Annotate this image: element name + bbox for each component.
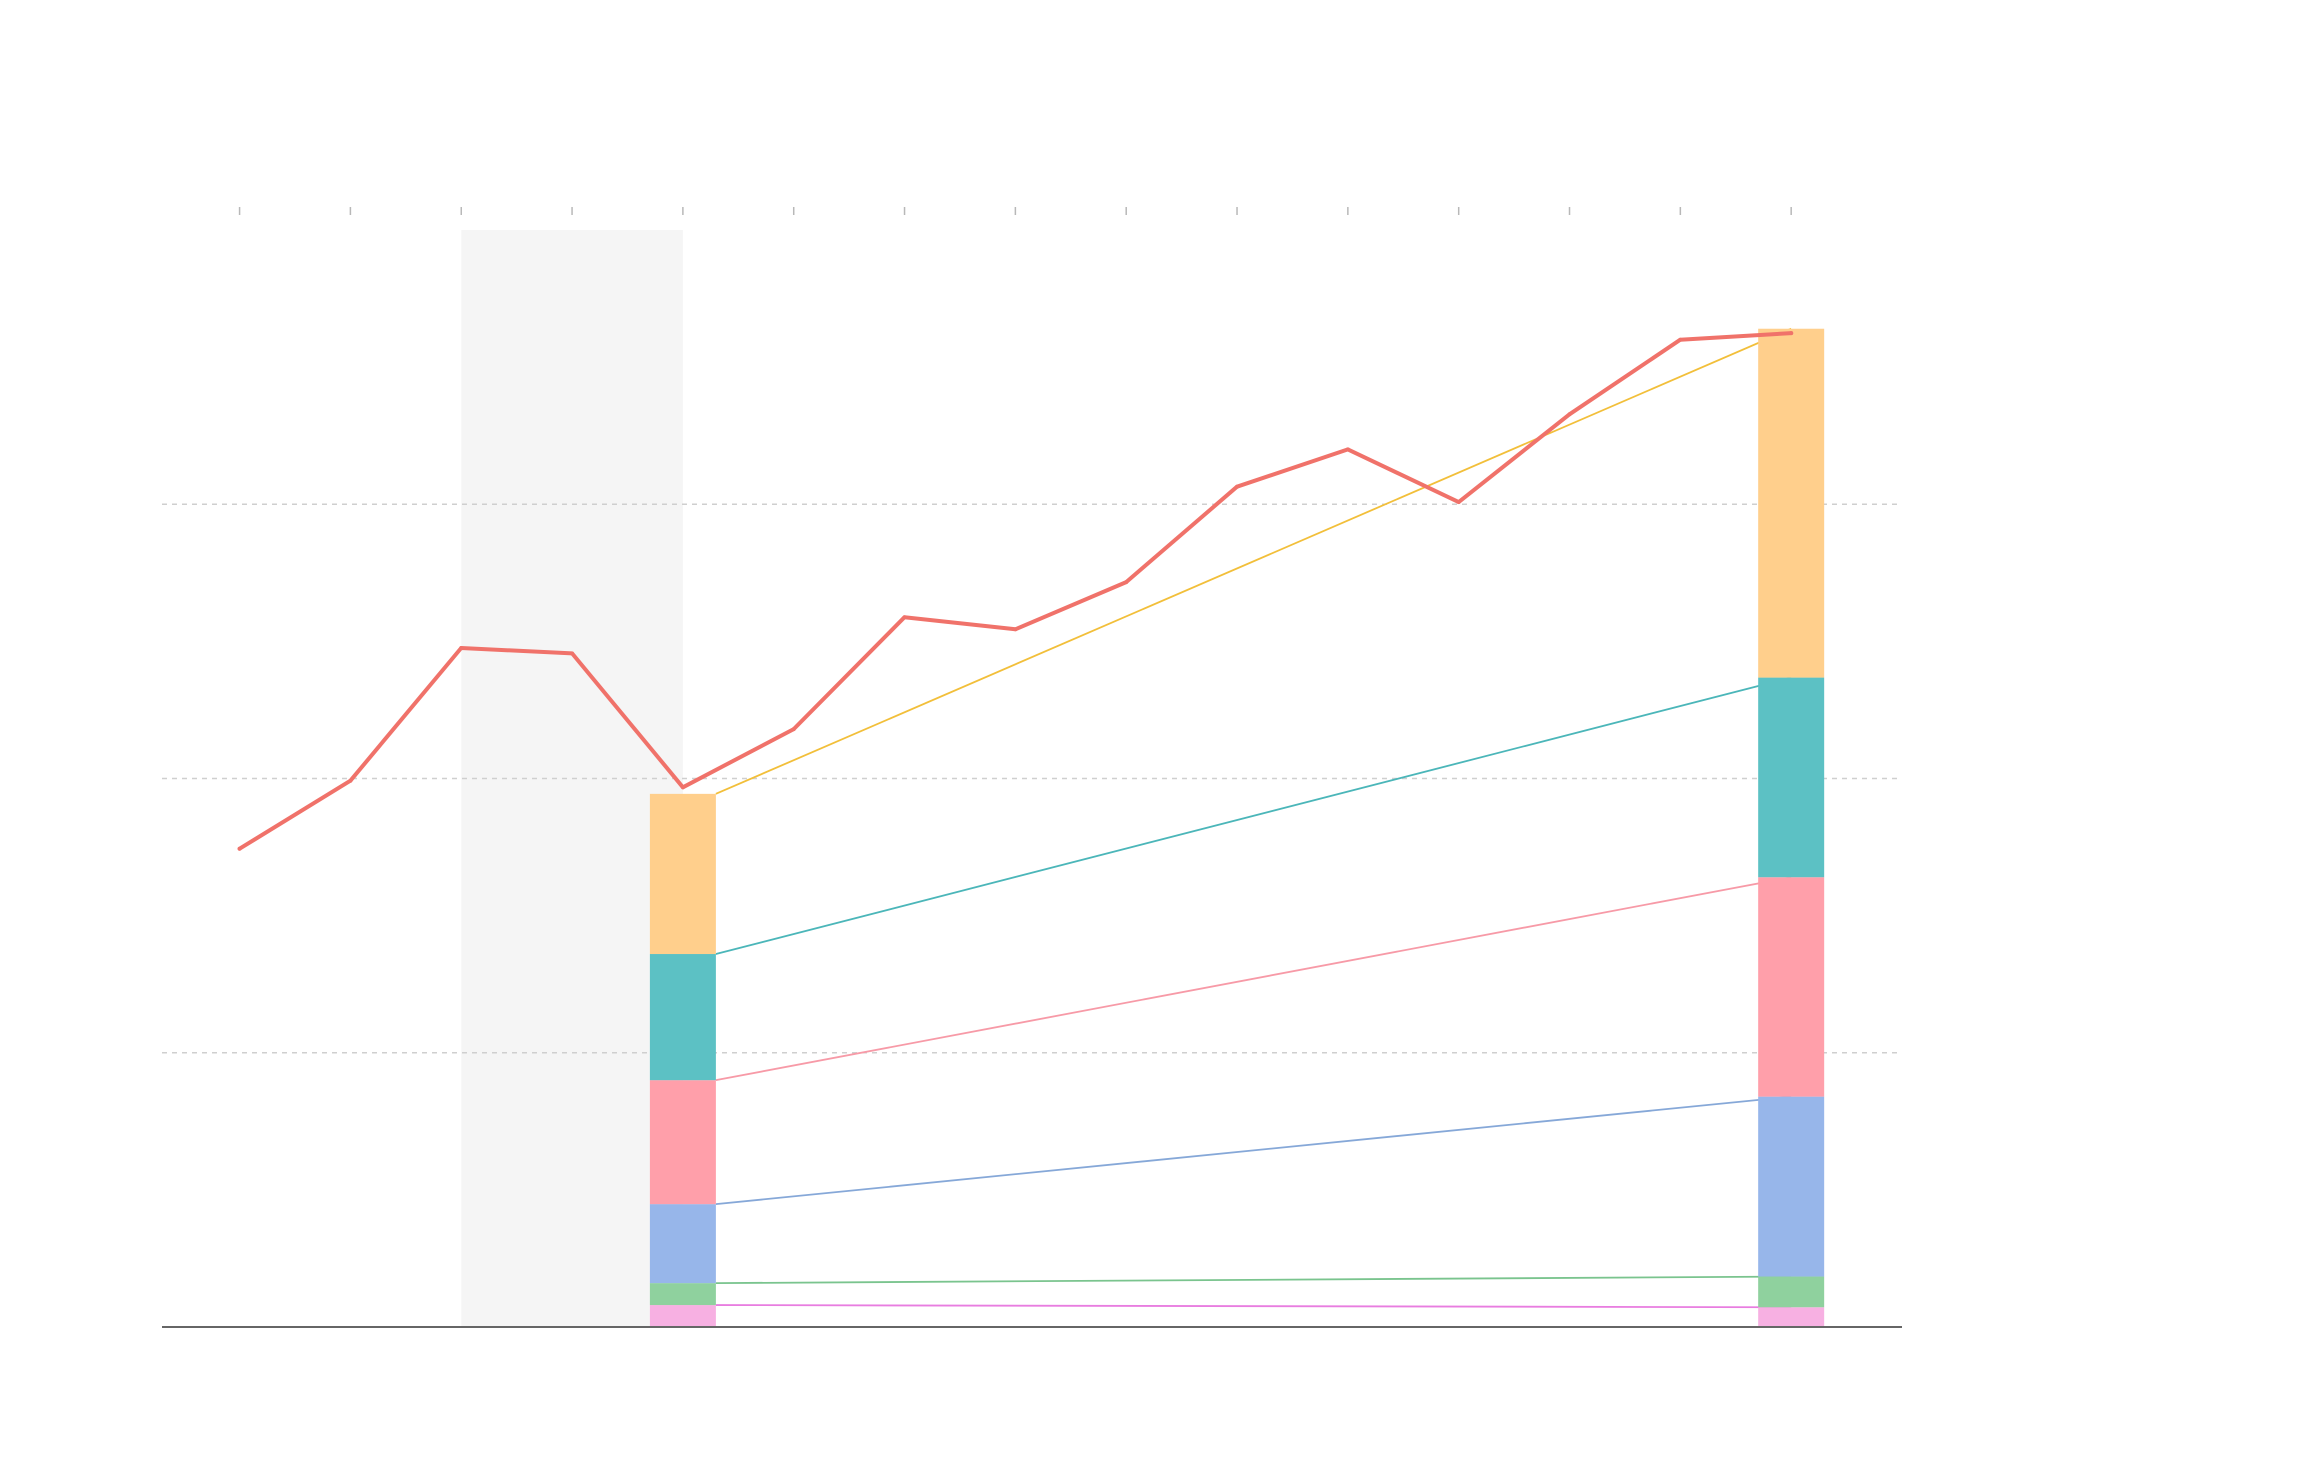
bar-0-segment-1 (650, 1283, 716, 1305)
line-point-0-7 (1013, 627, 1017, 631)
connector-4 (716, 678, 1791, 954)
connector-1 (716, 1277, 1791, 1284)
bar-0-segment-3 (650, 1080, 716, 1204)
connector-3 (716, 877, 1791, 1080)
gridline-layer (162, 504, 1902, 1053)
stacked-bar-layer (650, 329, 1824, 1327)
bar-1-segment-3 (1758, 877, 1824, 1096)
line-point-0-8 (1124, 580, 1128, 584)
line-point-0-12 (1568, 412, 1572, 416)
bar-0-segment-2 (650, 1204, 716, 1283)
bar-0-segment-4 (650, 954, 716, 1080)
bar-1-segment-4 (1758, 678, 1824, 878)
bar-1-segment-1 (1758, 1277, 1824, 1308)
connector-0 (716, 1305, 1791, 1307)
line-point-0-13 (1678, 338, 1682, 342)
line-point-0-0 (238, 847, 242, 851)
line-point-0-1 (348, 779, 352, 783)
line-point-0-2 (459, 646, 463, 650)
bar-0-segment-0 (650, 1305, 716, 1327)
line-point-0-11 (1457, 500, 1461, 504)
bar-0-segment-5 (650, 794, 716, 954)
line-point-0-5 (792, 727, 796, 731)
connector-5 (716, 329, 1791, 794)
line-point-0-6 (903, 615, 907, 619)
connector-layer (716, 329, 1791, 1308)
bar-1-segment-5 (1758, 329, 1824, 678)
bar-1-segment-0 (1758, 1307, 1824, 1327)
line-point-0-4 (681, 785, 685, 789)
line-point-0-14 (1789, 331, 1793, 335)
line-point-0-10 (1346, 447, 1350, 451)
bar-1-segment-2 (1758, 1097, 1824, 1277)
top-tick-layer (240, 207, 1792, 215)
line-point-0-9 (1235, 485, 1239, 489)
connector-2 (716, 1097, 1791, 1205)
line-point-0-3 (570, 651, 574, 655)
